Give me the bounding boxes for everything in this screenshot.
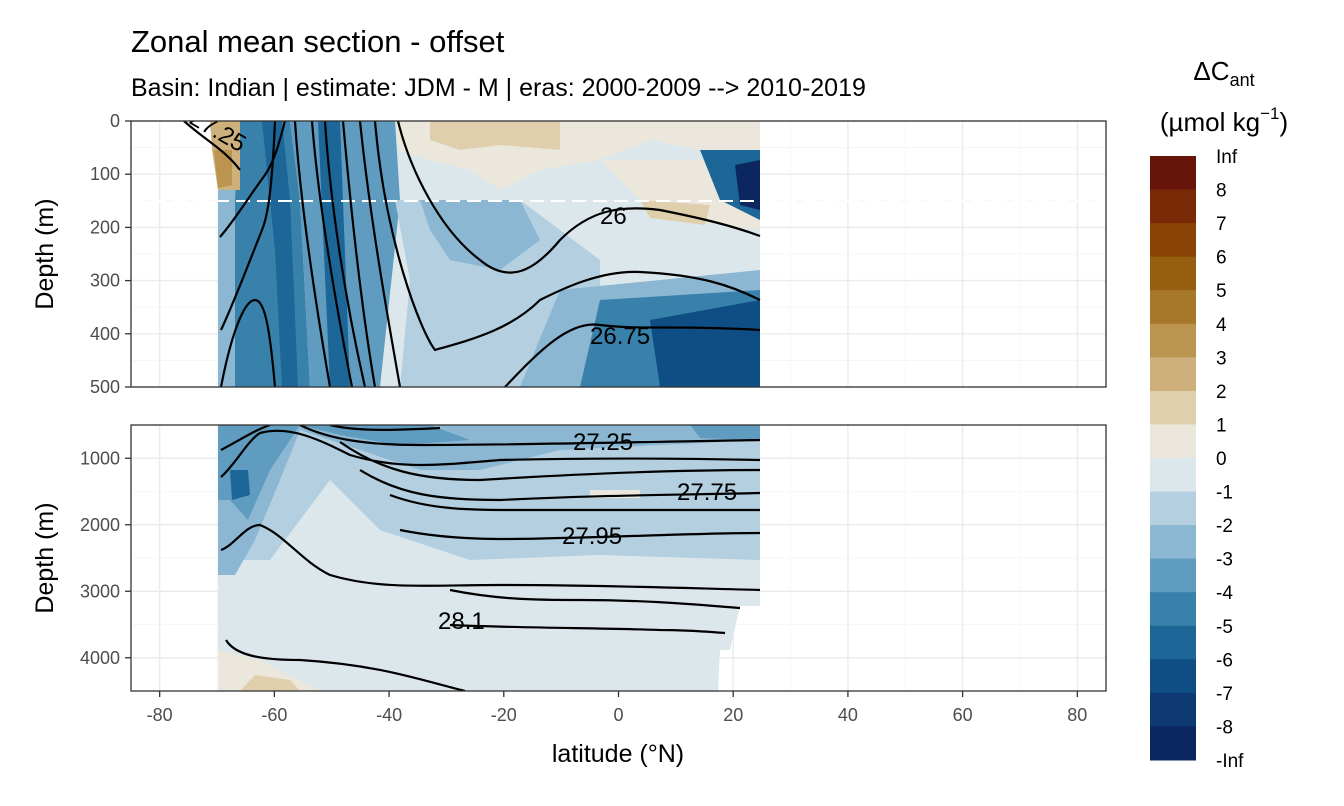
- legend-label: -5: [1216, 617, 1233, 638]
- y-tick-label: 2000: [80, 515, 120, 535]
- x-tick-label: -80: [147, 705, 173, 725]
- x-tick-label: -40: [376, 705, 402, 725]
- legend-swatch: [1150, 458, 1196, 493]
- x-tick-label: 80: [1067, 705, 1087, 725]
- legend-unit: (µmol kg−1): [1160, 104, 1288, 137]
- y-tick-label: 0: [110, 111, 120, 131]
- legend-label: -Inf: [1216, 751, 1244, 772]
- legend-unit-sup: −1: [1260, 104, 1279, 123]
- legend-swatch: [1150, 156, 1196, 191]
- lower-y-axis: 1000 2000 3000 4000: [80, 448, 131, 668]
- lower-panel: 27.25 27.75 27.95 28.1 1000 2000 3000 4000: [80, 424, 1107, 692]
- legend-label: 5: [1216, 281, 1227, 302]
- legend: ΔCant (µmol kg−1) Inf 8 7 6 5 4 3 2 1 0 -1 -2 -3 -4 -5…: [1150, 56, 1288, 772]
- y-tick-label: 4000: [80, 648, 120, 668]
- x-tick-label: -20: [491, 705, 517, 725]
- legend-title: ΔCant: [1193, 56, 1254, 90]
- y-tick-label: 500: [90, 377, 120, 397]
- legend-label: 4: [1216, 315, 1227, 336]
- legend-label: -7: [1216, 684, 1233, 705]
- legend-swatch: [1150, 290, 1196, 325]
- legend-label: -4: [1216, 583, 1233, 604]
- legend-swatch: [1150, 726, 1196, 761]
- svg-text:27.75: 27.75: [677, 479, 737, 506]
- legend-label: -1: [1216, 483, 1233, 504]
- x-axis-title: latitude (°N): [552, 740, 684, 768]
- legend-swatch: [1150, 659, 1196, 694]
- legend-swatch: [1150, 223, 1196, 258]
- legend-label: -8: [1216, 717, 1233, 738]
- legend-label: 7: [1216, 214, 1227, 235]
- legend-label: -6: [1216, 650, 1233, 671]
- x-tick-label: -60: [261, 705, 287, 725]
- y-tick-label: 400: [90, 324, 120, 344]
- legend-title-sub: ant: [1230, 70, 1255, 90]
- legend-unit-end: ): [1279, 107, 1288, 137]
- svg-text:27.95: 27.95: [562, 523, 622, 550]
- x-tick-label: 20: [723, 705, 743, 725]
- upper-panel: 27.25 26 26.75 0 100 200 300 400 500: [90, 111, 1107, 397]
- y-tick-label: 100: [90, 164, 120, 184]
- legend-swatch: [1150, 592, 1196, 627]
- upper-field: 27.25 26 26.75: [131, 121, 1106, 387]
- legend-label: 2: [1216, 382, 1227, 403]
- svg-text:26: 26: [600, 203, 627, 230]
- legend-unit-main: (µmol kg: [1160, 107, 1260, 137]
- legend-label: 0: [1216, 449, 1227, 470]
- svg-text:28.1: 28.1: [438, 608, 485, 635]
- legend-swatch: [1150, 256, 1196, 291]
- y-tick-label: 200: [90, 217, 120, 237]
- y-tick-label: 300: [90, 271, 120, 291]
- chart-subtitle: Basin: Indian | estimate: JDM - M | eras…: [131, 74, 866, 102]
- legend-swatch: [1150, 357, 1196, 392]
- legend-label: 3: [1216, 348, 1227, 369]
- x-axis: -80 -60 -40 -20 0 20 40 60 80: [147, 691, 1087, 725]
- legend-label: 8: [1216, 181, 1227, 202]
- upper-y-axis: 0 100 200 300 400 500: [90, 111, 131, 397]
- x-tick-label: 40: [838, 705, 858, 725]
- legend-swatch: [1150, 189, 1196, 224]
- x-tick-label: 0: [613, 705, 623, 725]
- lower-y-axis-title: Depth (m): [31, 502, 59, 613]
- legend-label: 6: [1216, 248, 1227, 269]
- legend-title-main: ΔC: [1193, 56, 1229, 86]
- legend-swatch: [1150, 424, 1196, 459]
- legend-swatch: [1150, 692, 1196, 727]
- legend-label: -3: [1216, 550, 1233, 571]
- legend-swatch: [1150, 323, 1196, 358]
- legend-swatch: [1150, 491, 1196, 526]
- svg-text:26.75: 26.75: [590, 323, 650, 350]
- lower-field: 27.25 27.75 27.95 28.1: [218, 425, 761, 691]
- y-tick-label: 1000: [80, 448, 120, 468]
- legend-swatch: [1150, 558, 1196, 593]
- legend-label: Inf: [1216, 147, 1238, 168]
- legend-swatch: [1150, 525, 1196, 560]
- legend-swatch: [1150, 390, 1196, 425]
- legend-label: -2: [1216, 516, 1233, 537]
- y-tick-label: 3000: [80, 581, 120, 601]
- upper-y-axis-title: Depth (m): [31, 198, 59, 309]
- x-tick-label: 60: [953, 705, 973, 725]
- chart-title: Zonal mean section - offset: [131, 24, 505, 59]
- svg-text:27.25: 27.25: [573, 429, 633, 456]
- legend-swatch: [1150, 625, 1196, 660]
- legend-label: 1: [1216, 415, 1227, 436]
